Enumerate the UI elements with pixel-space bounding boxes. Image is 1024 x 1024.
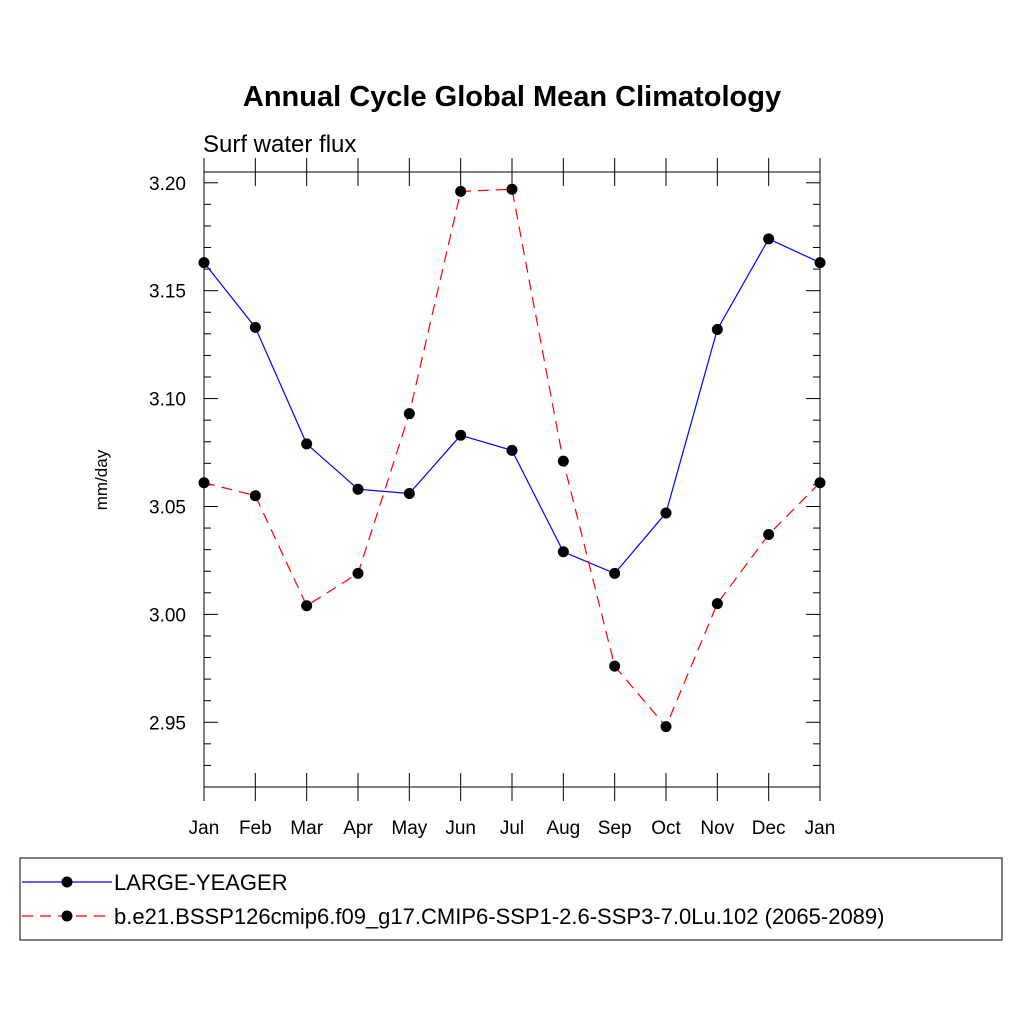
series-1-point (455, 429, 467, 441)
series-2-point (352, 567, 364, 579)
series-2-point (711, 598, 723, 610)
series-1-point (814, 257, 826, 269)
x-tick-label: Apr (343, 818, 373, 839)
series-2-point (814, 477, 826, 489)
legend-label-2: b.e21.BSSP126cmip6.f09_g17.CMIP6-SSP1-2.… (114, 904, 884, 929)
series-2-point (198, 477, 210, 489)
series-1-point (352, 483, 364, 495)
series-2-point (301, 600, 313, 612)
series-line-2 (203, 188, 821, 728)
x-tick-label: Jan (189, 818, 220, 839)
y-tick-label: 3.20 (149, 174, 186, 195)
x-tick-label: Oct (651, 818, 681, 839)
plot-frame (203, 171, 821, 788)
series-line-1 (203, 238, 821, 575)
x-tick-label: Aug (546, 818, 580, 839)
series-2-point (455, 185, 467, 197)
series-1-point (198, 257, 210, 269)
x-tick-label: Feb (239, 818, 272, 839)
y-tick-label: 2.95 (149, 713, 186, 734)
legend-items: LARGE-YEAGER b.e21.BSSP126cmip6.f09_g17.C… (22, 870, 884, 929)
y-axis-label: mm/day (92, 449, 111, 510)
chart-subtitle: Surf water flux (203, 131, 356, 158)
series-1-point (557, 546, 569, 558)
series-1-point (403, 488, 415, 500)
chart-title: Annual Cycle Global Mean Climatology (243, 81, 781, 113)
series-1-point (711, 324, 723, 336)
series-1-point (506, 444, 518, 456)
x-tick-label: Dec (752, 818, 786, 839)
x-tick-label: Nov (700, 818, 734, 839)
y-tick-label: 3.15 (149, 282, 186, 303)
legend-marker-2 (61, 910, 73, 922)
y-tick-label: 3.10 (149, 390, 186, 411)
y-tick-label: 3.05 (149, 497, 186, 518)
series-2-point (403, 408, 415, 420)
series-2-point (763, 529, 775, 541)
series-2-point (506, 183, 518, 195)
x-tick-label: Jul (500, 818, 524, 839)
series-1-point (763, 233, 775, 245)
legend (19, 857, 1003, 941)
legend-label-1: LARGE-YEAGER (114, 870, 288, 895)
series-1-point (301, 438, 313, 450)
series-2-point (557, 455, 569, 467)
x-tick-label: Jun (445, 818, 476, 839)
plot-area (198, 183, 826, 733)
x-tick-label: Mar (290, 818, 323, 839)
x-tick-label: Sep (598, 818, 632, 839)
series-2-point (660, 721, 672, 733)
series-2-point (609, 660, 621, 672)
series-1-point (249, 321, 261, 333)
x-tick-label: Jan (805, 818, 836, 839)
x-tick-label: May (391, 818, 427, 839)
y-axis: 2.95 3.00 3.05 3.10 3.15 3.20 (149, 174, 820, 788)
series-1-point (660, 507, 672, 519)
x-axis: Jan Feb Mar Apr May Jun Jul Aug Sep Oct Nov Dec Jan (189, 158, 836, 839)
legend-marker-1 (61, 876, 73, 888)
y-tick-label: 3.00 (149, 605, 186, 626)
series-1-point (609, 567, 621, 579)
series-2-point (249, 490, 261, 502)
